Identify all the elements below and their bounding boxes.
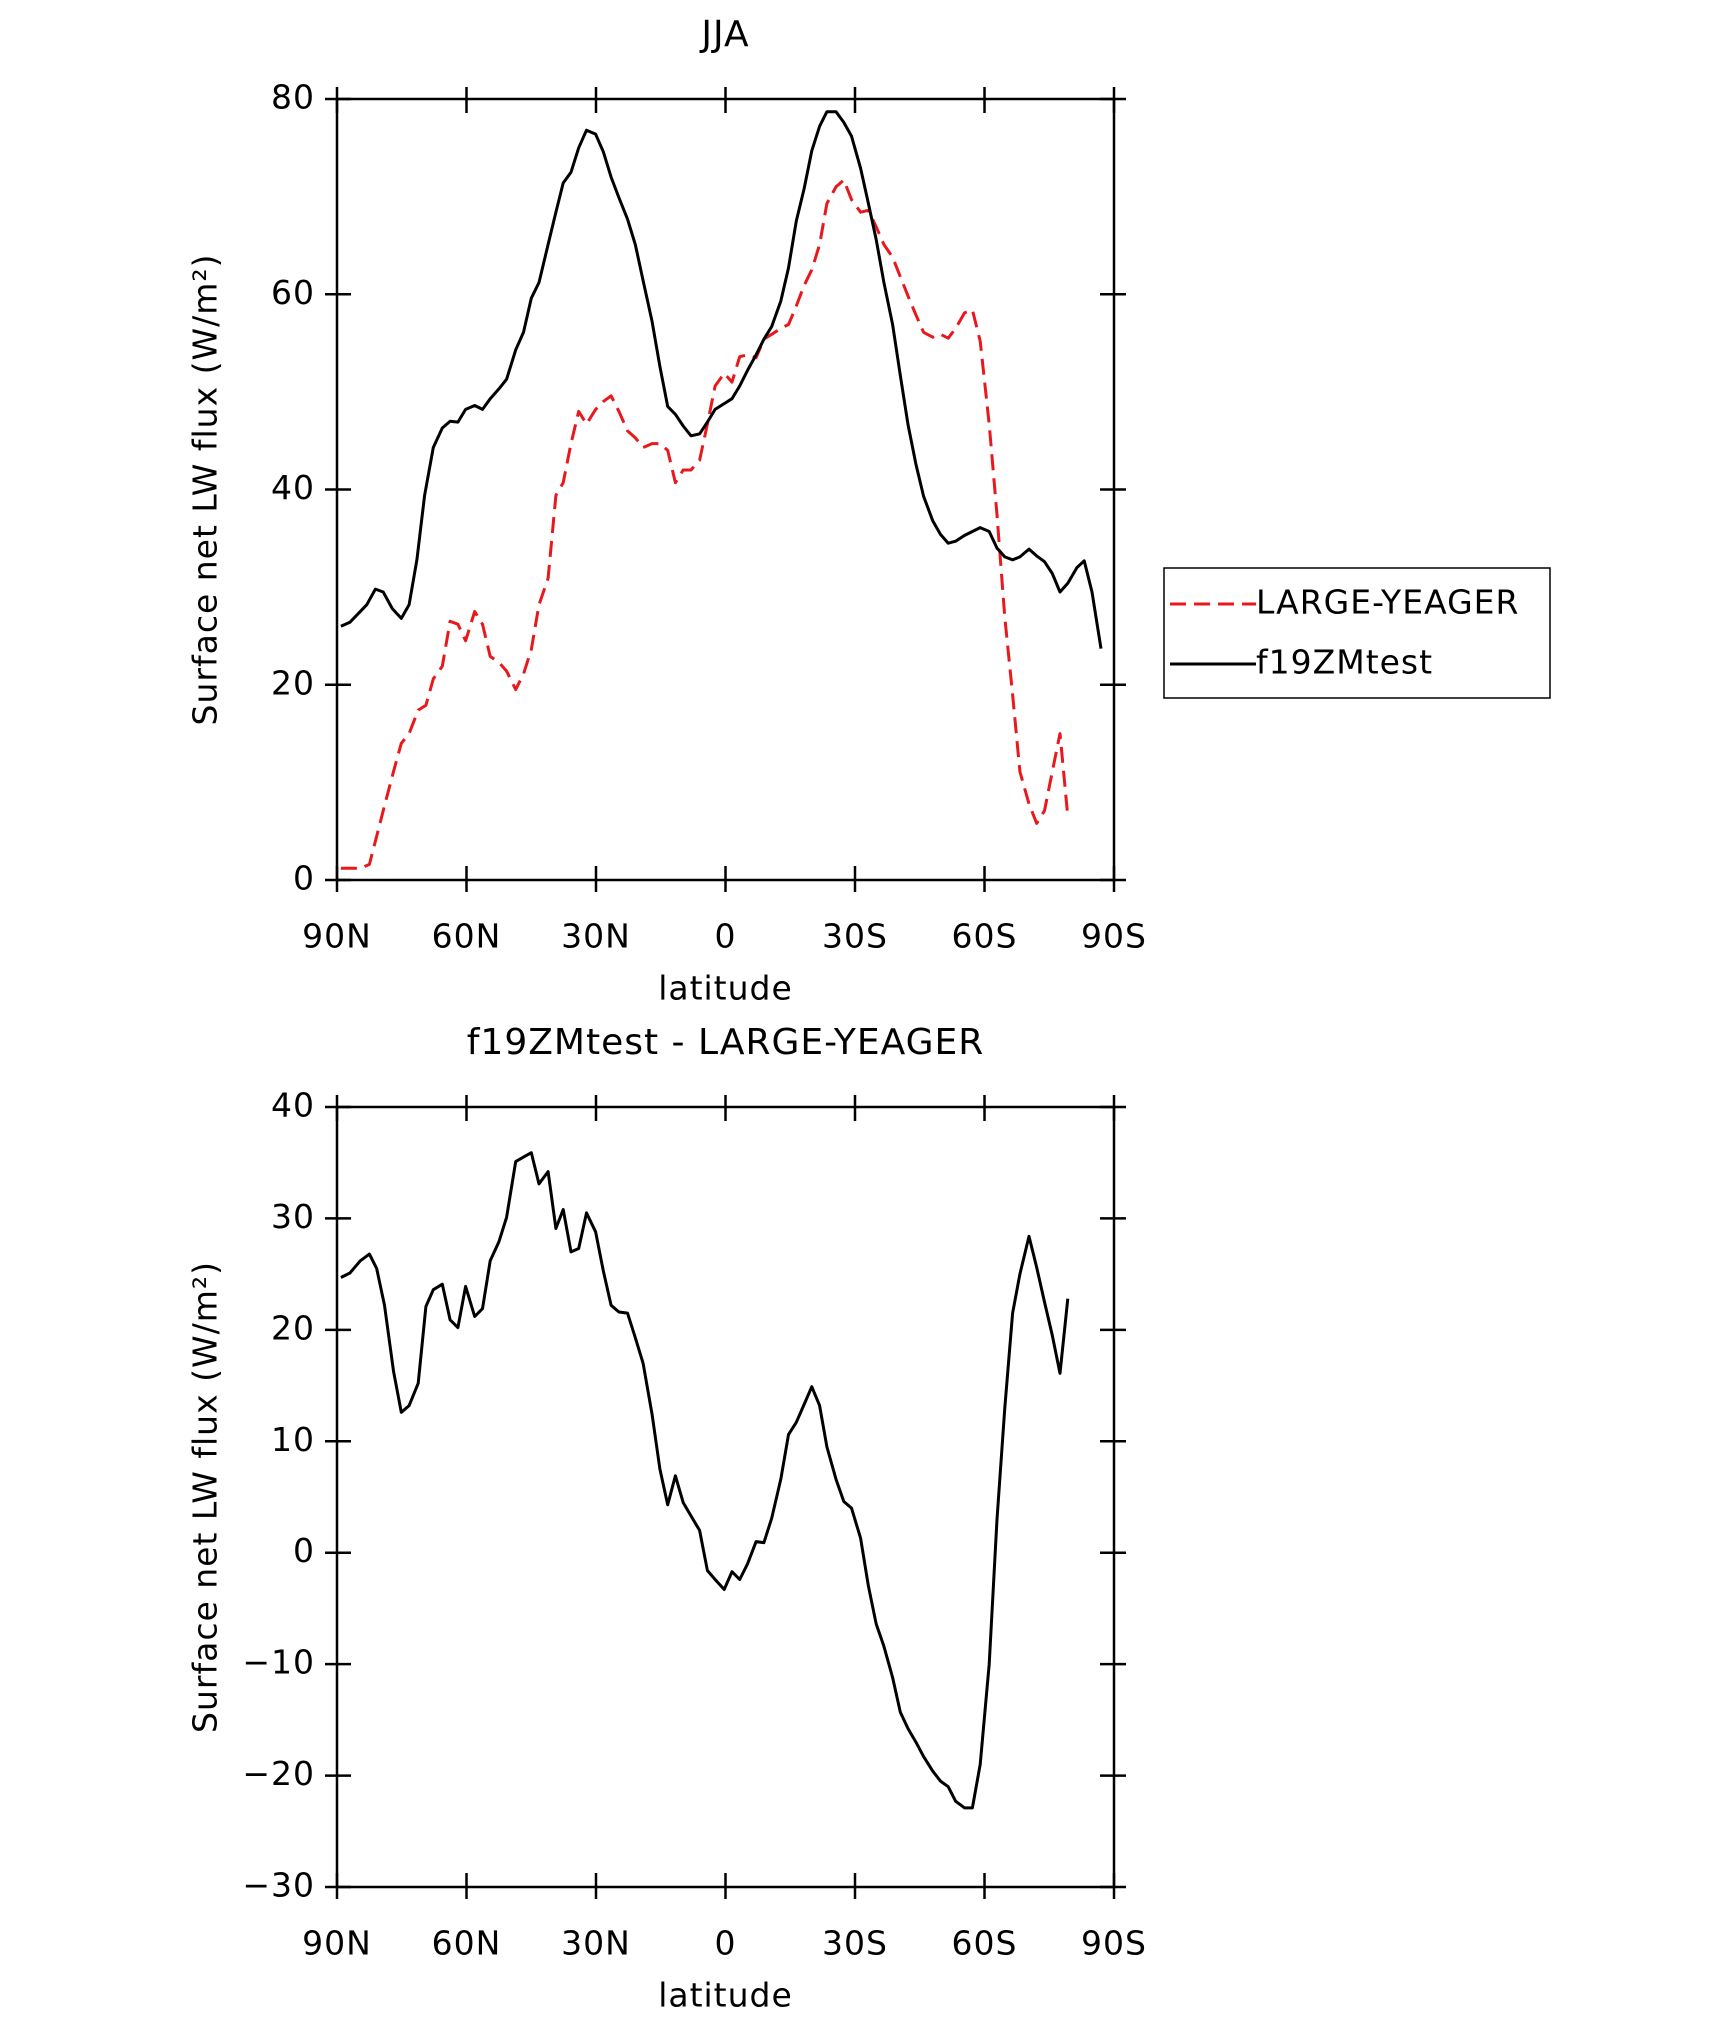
x-tick-label: 90S [1081, 917, 1147, 956]
y-tick-label: −10 [242, 1643, 315, 1682]
y-tick-label: 80 [271, 78, 315, 117]
data-line [340, 110, 1103, 649]
y-tick-label: −20 [242, 1754, 315, 1793]
x-tick-label: 60S [952, 1924, 1018, 1963]
x-tick-label: 90S [1081, 1924, 1147, 1963]
legend-box [1163, 567, 1551, 699]
legend-label: LARGE-YEAGER [1256, 583, 1519, 622]
y-tick-label: 0 [293, 1531, 315, 1570]
x-tick-label: 30S [822, 917, 888, 956]
data-line [340, 178, 1070, 870]
y-tick-label: 30 [271, 1197, 315, 1236]
x-tick-label: 30N [561, 1924, 631, 1963]
y-tick-label: 20 [271, 663, 315, 702]
y-tick-label: 0 [293, 859, 315, 898]
x-axis-label: latitude [658, 1976, 793, 2015]
x-tick-label: 90N [302, 917, 372, 956]
x-axis-label: latitude [658, 969, 793, 1008]
y-tick-label: −30 [242, 1866, 315, 1905]
plot-frame [335, 1105, 1116, 1889]
y-tick-label: 40 [271, 468, 315, 507]
legend-label: f19ZMtest [1256, 643, 1433, 682]
x-tick-label: 60N [432, 917, 502, 956]
y-tick-label: 10 [271, 1420, 315, 1459]
x-tick-label: 0 [715, 917, 737, 956]
chart-title: f19ZMtest - LARGE-YEAGER [467, 1022, 985, 1063]
x-tick-label: 30N [561, 917, 631, 956]
x-tick-label: 90N [302, 1924, 372, 1963]
y-tick-label: 20 [271, 1308, 315, 1347]
plot-frame [335, 97, 1116, 882]
y-tick-label: 60 [271, 273, 315, 312]
y-tick-label: 40 [271, 1086, 315, 1125]
y-axis-label: Surface net LW flux (W/m²) [186, 254, 225, 726]
chart-title: JJA [699, 14, 749, 55]
data-line [340, 1151, 1070, 1810]
x-tick-label: 30S [822, 1924, 888, 1963]
x-tick-label: 0 [715, 1924, 737, 1963]
y-axis-label: Surface net LW flux (W/m²) [186, 1261, 225, 1733]
x-tick-label: 60N [432, 1924, 502, 1963]
x-tick-label: 60S [952, 917, 1018, 956]
